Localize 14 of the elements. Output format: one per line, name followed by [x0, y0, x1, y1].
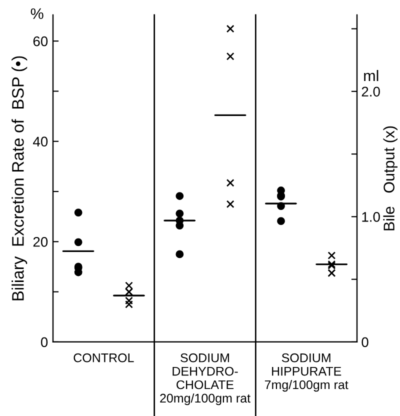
y-tick-label: 60	[33, 36, 48, 46]
y2-tick-label: 2.0	[362, 86, 380, 97]
y-axis-title: Biliary Excretion Rate of BSP (•)	[12, 56, 28, 300]
y-tick-label: 0	[40, 337, 48, 348]
text: %	[30, 8, 44, 20]
y2-axis-title: Bile Output (x)	[383, 126, 398, 230]
y2-tick-label: 0	[362, 337, 368, 348]
y2-tick-label: 1.0	[362, 212, 380, 222]
x-tick-label: SODIUM DEHYDRO- CHOLATE 20mg/100gm rat	[160, 353, 250, 406]
text: ml	[364, 70, 378, 82]
x-tick-label: SODIUM HIPPURATE 7mg/100gm rat	[264, 353, 348, 392]
y-tick-label: 40	[33, 136, 48, 147]
y-tick-label: 20	[33, 236, 48, 247]
x-tick-label: CONTROL	[74, 353, 134, 362]
